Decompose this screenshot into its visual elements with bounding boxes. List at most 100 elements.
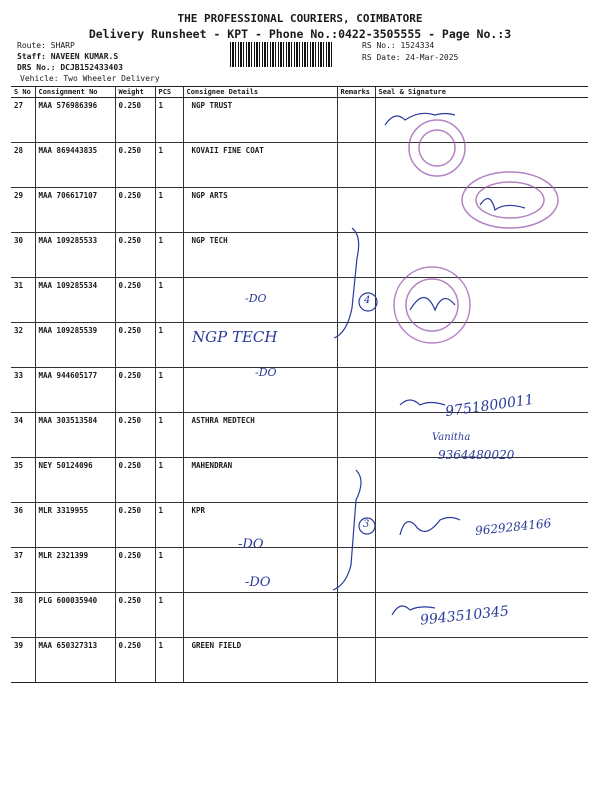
cell-sno: 32 [11, 322, 35, 368]
table-row: 35 NEY 50124096 0.250 1 MAHENDRAN [11, 457, 588, 503]
cell-weight: 0.250 [114, 142, 155, 188]
cell-consignment: MLR 3319955 [34, 502, 115, 548]
cell-remarks [336, 97, 375, 143]
column-header-pcs: PCS [154, 86, 183, 98]
table-row: 34 MAA 303513584 0.250 1 ASTHRA MEDTECH [11, 412, 588, 458]
cell-seal-signature [374, 547, 588, 593]
cell-seal-signature [374, 457, 588, 503]
cell-seal-signature [374, 322, 588, 368]
table-row: 28 MAA 869443835 0.250 1 KOVAII FINE COAT [11, 142, 588, 188]
cell-consignment: MAA 869443835 [34, 142, 115, 188]
cell-consignee [182, 277, 337, 323]
cell-pcs: 1 [154, 592, 183, 638]
cell-weight: 0.250 [114, 367, 155, 413]
signature [399, 516, 461, 536]
table-row: 31 MAA 109285534 0.250 1 [11, 277, 588, 323]
cell-pcs: 1 [154, 502, 183, 548]
cell-consignee: NGP ARTS [182, 187, 337, 233]
cell-consignee [182, 367, 337, 413]
handwritten-ditto: -DO [255, 366, 277, 379]
cell-consignee: ASTHRA MEDTECH [182, 412, 337, 458]
cell-consignment: MAA 944605177 [34, 367, 115, 413]
runsheet-subtitle: Delivery Runsheet - KPT - Phone No.:0422… [88, 27, 512, 41]
cell-sno: 29 [11, 187, 35, 233]
cell-sno: 33 [11, 367, 35, 413]
cell-remarks [336, 142, 375, 188]
column-header-consignment-no: Consignment No [34, 86, 115, 98]
cell-consignee [182, 547, 337, 593]
cell-sno: 27 [11, 97, 35, 143]
signature [409, 296, 456, 312]
vehicle: Vehicle: Two Wheeler Delivery [20, 74, 160, 83]
cell-weight: 0.250 [114, 547, 155, 593]
column-header-seal-signature: Seal & Signature [374, 86, 588, 98]
cell-pcs: 1 [154, 142, 183, 188]
institute-stamp [393, 266, 471, 344]
table-row: 32 MAA 109285539 0.250 1 [11, 322, 588, 368]
cell-weight: 0.250 [114, 232, 155, 278]
cell-consignment: MAA 706617107 [34, 187, 115, 233]
rs-number: RS No.: 1524334 [362, 41, 435, 50]
handwritten-name: Vanitha [432, 432, 471, 443]
college-stamp [461, 171, 559, 229]
cell-weight: 0.250 [114, 637, 155, 683]
cell-consignment: MAA 576986396 [34, 97, 115, 143]
handwritten-phone: 9364480020 [438, 448, 515, 462]
company-stamp [408, 119, 466, 177]
rs-date: RS Date: 24-Mar-2025 [362, 53, 459, 62]
cell-consignment: MLR 2321399 [34, 547, 115, 593]
cell-pcs: 1 [154, 322, 183, 368]
cell-pcs: 1 [154, 367, 183, 413]
company-title: THE PROFESSIONAL COURIERS, COIMBATORE [177, 12, 423, 25]
cell-consignment: MAA 650327313 [34, 637, 115, 683]
cell-consignee: NGP TRUST [182, 97, 337, 143]
signature [391, 605, 436, 616]
cell-pcs: 1 [154, 277, 183, 323]
cell-pcs: 1 [154, 547, 183, 593]
column-header-consignee-details: Consignee Details [182, 86, 337, 98]
cell-seal-signature [374, 277, 588, 323]
cell-consignment: MAA 109285539 [34, 322, 115, 368]
route: Route: SHARP [17, 41, 75, 50]
cell-sno: 30 [11, 232, 35, 278]
table-row: 37 MLR 2321399 0.250 1 [11, 547, 588, 593]
handwritten-ditto: -DO [238, 537, 264, 552]
cell-remarks [336, 412, 375, 458]
cell-consignee: MAHENDRAN [182, 457, 337, 503]
cell-remarks [336, 277, 375, 323]
cell-seal-signature [374, 232, 588, 278]
signature [399, 399, 446, 406]
column-header-remarks: Remarks [336, 86, 375, 98]
cell-sno: 35 [11, 457, 35, 503]
table-row: 39 MAA 650327313 0.250 1 GREEN FIELD [11, 637, 588, 683]
table-row: 27 MAA 576986396 0.250 1 NGP TRUST [11, 97, 588, 143]
runsheet-table: S No Consignment No Weight PCS Consignee Det… [11, 86, 588, 683]
cell-seal-signature [374, 412, 588, 458]
staff: Staff: NAVEEN KUMAR.S [17, 52, 119, 61]
cell-pcs: 1 [154, 412, 183, 458]
cell-remarks [336, 637, 375, 683]
cell-seal-signature [374, 142, 588, 188]
cell-sno: 31 [11, 277, 35, 323]
handwritten-ditto: -DO [245, 575, 271, 590]
cell-consignee: NGP TECH [182, 232, 337, 278]
cell-weight: 0.250 [114, 97, 155, 143]
cell-seal-signature [374, 367, 588, 413]
barcode [230, 42, 333, 67]
bracket-line [332, 469, 362, 591]
cell-pcs: 1 [154, 457, 183, 503]
cell-consignment: NEY 50124096 [34, 457, 115, 503]
cell-remarks [336, 367, 375, 413]
cell-remarks [336, 592, 375, 638]
cell-weight: 0.250 [114, 502, 155, 548]
cell-sno: 39 [11, 637, 35, 683]
cell-consignee: KOVAII FINE COAT [182, 142, 337, 188]
cell-consignment: MAA 109285534 [34, 277, 115, 323]
bracket-line [333, 227, 360, 339]
cell-consignment: MAA 303513584 [34, 412, 115, 458]
cell-consignee: GREEN FIELD [182, 637, 337, 683]
cell-pcs: 1 [154, 187, 183, 233]
cell-pcs: 1 [154, 637, 183, 683]
handwritten-consignee: NGP TECH [192, 328, 278, 346]
cell-sno: 38 [11, 592, 35, 638]
